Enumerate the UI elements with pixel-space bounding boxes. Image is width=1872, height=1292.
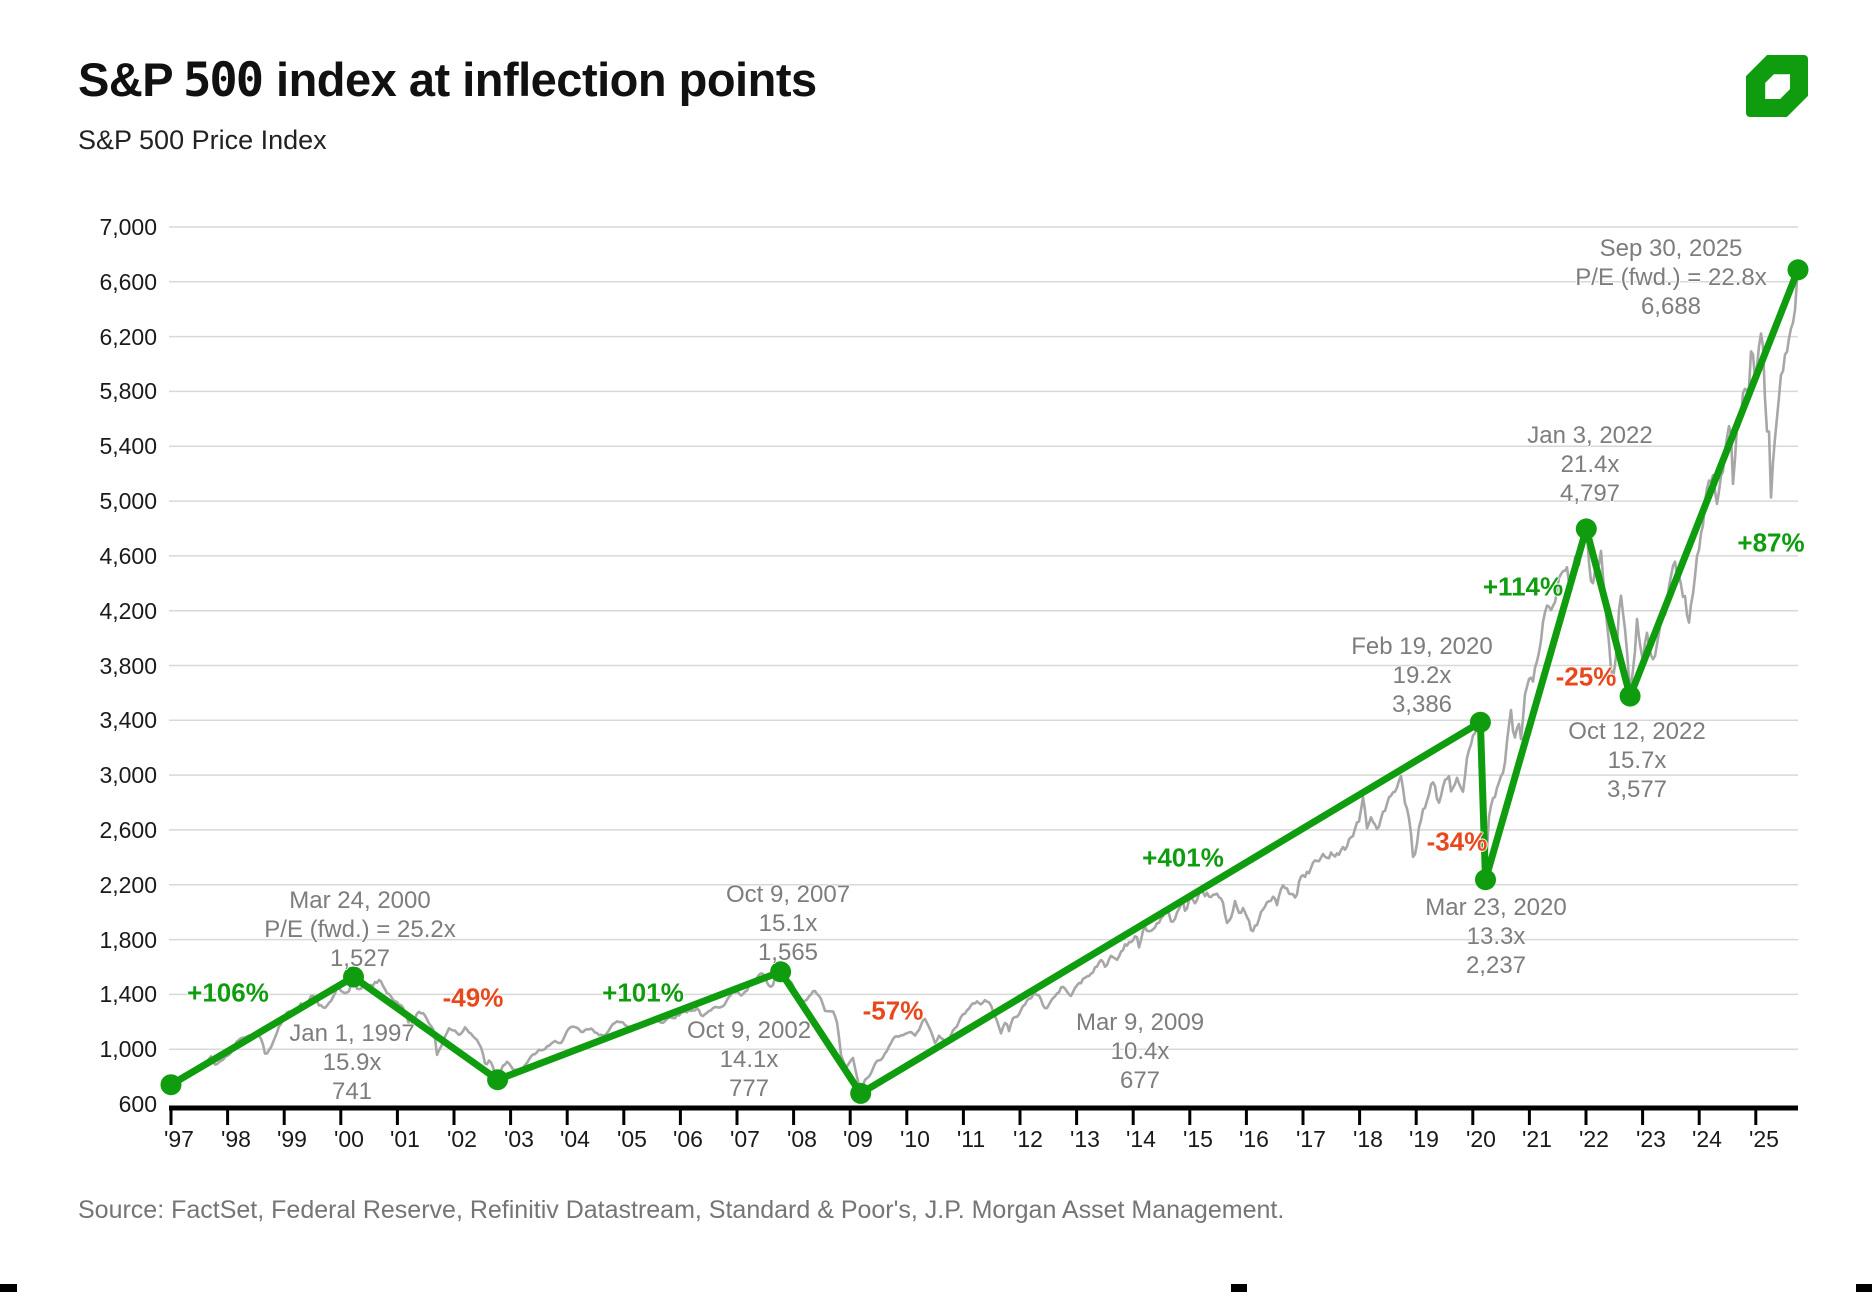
cropped-footer-mark-center	[1231, 1284, 1247, 1292]
inflection-dot	[1575, 518, 1597, 540]
inflection-dot	[343, 966, 364, 988]
source-text: Source: FactSet, Federal Reserve, Refini…	[78, 1196, 1285, 1224]
page-title: S&P 500 index at inflection points	[78, 52, 817, 108]
title-prefix: S&P	[78, 53, 174, 106]
cropped-footer-mark-left	[0, 1284, 17, 1292]
title-mono-500: 500	[183, 53, 264, 108]
cropped-footer-mark-right	[1856, 1284, 1872, 1292]
inflection-dot	[850, 1082, 872, 1104]
inflection-dot	[160, 1074, 182, 1096]
brand-logo-icon	[1746, 55, 1808, 117]
inflection-dot	[1475, 869, 1496, 891]
inflection-dot	[487, 1069, 509, 1091]
inflection-dot	[1619, 685, 1641, 707]
inflection-dot	[1787, 259, 1809, 281]
inflection-dot	[770, 961, 792, 983]
title-suffix: index at inflection points	[276, 53, 817, 106]
inflection-dot	[1469, 711, 1491, 733]
inflection-line	[169, 268, 1802, 1097]
chart-subtitle: S&P 500 Price Index	[78, 125, 327, 155]
x-axis-ticks	[169, 1110, 1758, 1125]
price-line	[170, 269, 1800, 1093]
grid-lines	[169, 226, 1798, 1050]
